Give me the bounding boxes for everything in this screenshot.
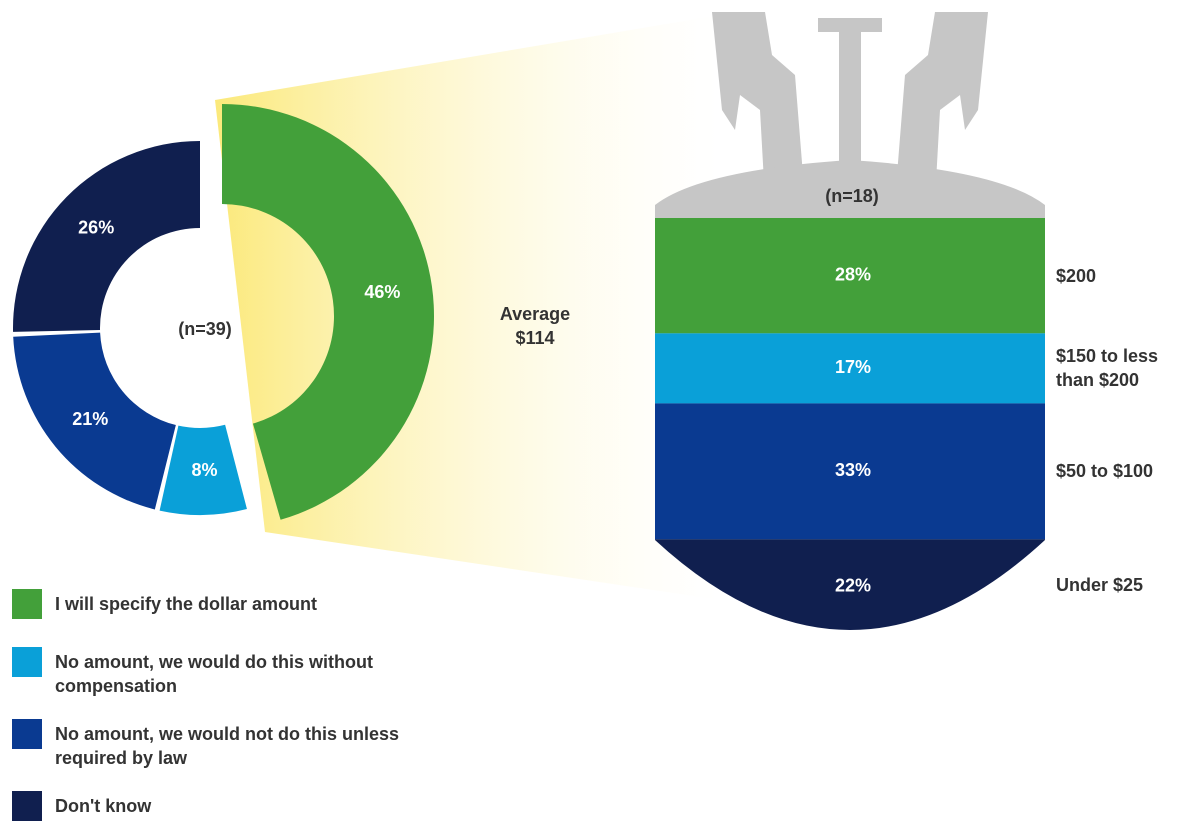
- value-label: 8%: [191, 460, 217, 480]
- header-label: (n=18): [825, 186, 879, 206]
- legend-swatch: [12, 719, 42, 749]
- stack-segment: [655, 539, 1045, 630]
- legend-label: No amount, we would not do this unless r…: [55, 724, 399, 768]
- tank-body: [655, 218, 1045, 630]
- annotation: Average $114: [499, 304, 571, 348]
- legend-label: I will specify the dollar amount: [55, 594, 318, 614]
- legend-label: Don't know: [55, 796, 152, 816]
- category-label: $200: [1056, 265, 1097, 286]
- category-label: $150 to less than $200: [1056, 346, 1159, 391]
- tank-valve: [655, 12, 1045, 218]
- stack-segment: [655, 333, 1045, 404]
- value-label: 26%: [78, 218, 114, 238]
- legend-swatch: [12, 589, 42, 619]
- category-label: $50 to $100: [1056, 461, 1154, 482]
- value-label: 21%: [72, 409, 108, 429]
- stack-segment: [655, 403, 1045, 540]
- legend-swatch: [12, 647, 42, 677]
- value-label: 46%: [364, 282, 400, 302]
- donut-segment: [13, 332, 176, 510]
- stack-segment: [655, 218, 1045, 334]
- value-label: 22%: [835, 575, 871, 595]
- category-label: Under $25: [1056, 574, 1144, 595]
- donut-segment: [222, 104, 434, 520]
- donut-segment: [12, 141, 200, 332]
- legend-swatch: [12, 791, 42, 821]
- center-label: (n=39): [178, 319, 232, 339]
- legend-label: No amount, we would do this without comp…: [55, 652, 373, 696]
- value-label: 33%: [835, 460, 871, 480]
- value-label: 17%: [835, 357, 871, 377]
- value-label: 28%: [835, 264, 871, 284]
- donut-segment: [159, 424, 247, 515]
